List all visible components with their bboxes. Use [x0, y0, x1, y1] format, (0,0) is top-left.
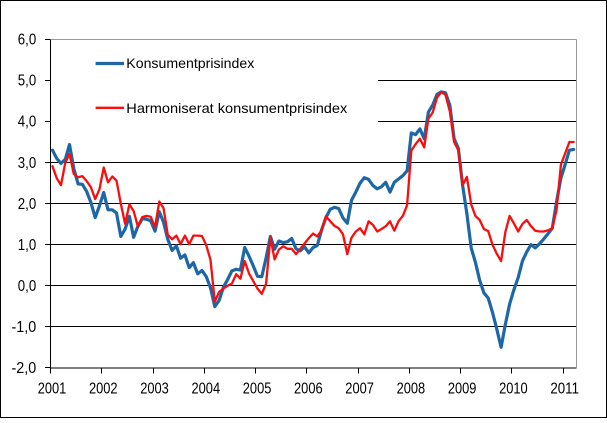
svg-text:2008: 2008 [397, 381, 426, 398]
svg-text:1,0: 1,0 [18, 237, 36, 254]
svg-text:2010: 2010 [499, 381, 528, 398]
svg-text:-1,0: -1,0 [12, 319, 37, 336]
svg-text:2006: 2006 [294, 381, 323, 398]
svg-text:Harmoniserat konsumentprisinde: Harmoniserat konsumentprisindex [126, 100, 347, 116]
svg-text:2009: 2009 [448, 381, 477, 398]
svg-text:2003: 2003 [140, 381, 169, 398]
svg-text:4,0: 4,0 [18, 114, 36, 131]
svg-text:2011: 2011 [550, 381, 579, 398]
svg-text:-2,0: -2,0 [12, 360, 37, 377]
svg-text:2005: 2005 [243, 381, 272, 398]
svg-text:5,0: 5,0 [18, 73, 36, 90]
svg-text:2001: 2001 [38, 381, 67, 398]
svg-text:2002: 2002 [89, 381, 118, 398]
svg-text:Konsumentprisindex: Konsumentprisindex [126, 55, 254, 71]
svg-text:2007: 2007 [345, 381, 374, 398]
svg-text:0,0: 0,0 [18, 278, 36, 295]
svg-text:6,0: 6,0 [18, 32, 36, 49]
svg-text:3,0: 3,0 [18, 155, 36, 172]
svg-text:2,0: 2,0 [18, 196, 36, 213]
svg-text:2004: 2004 [192, 381, 221, 398]
